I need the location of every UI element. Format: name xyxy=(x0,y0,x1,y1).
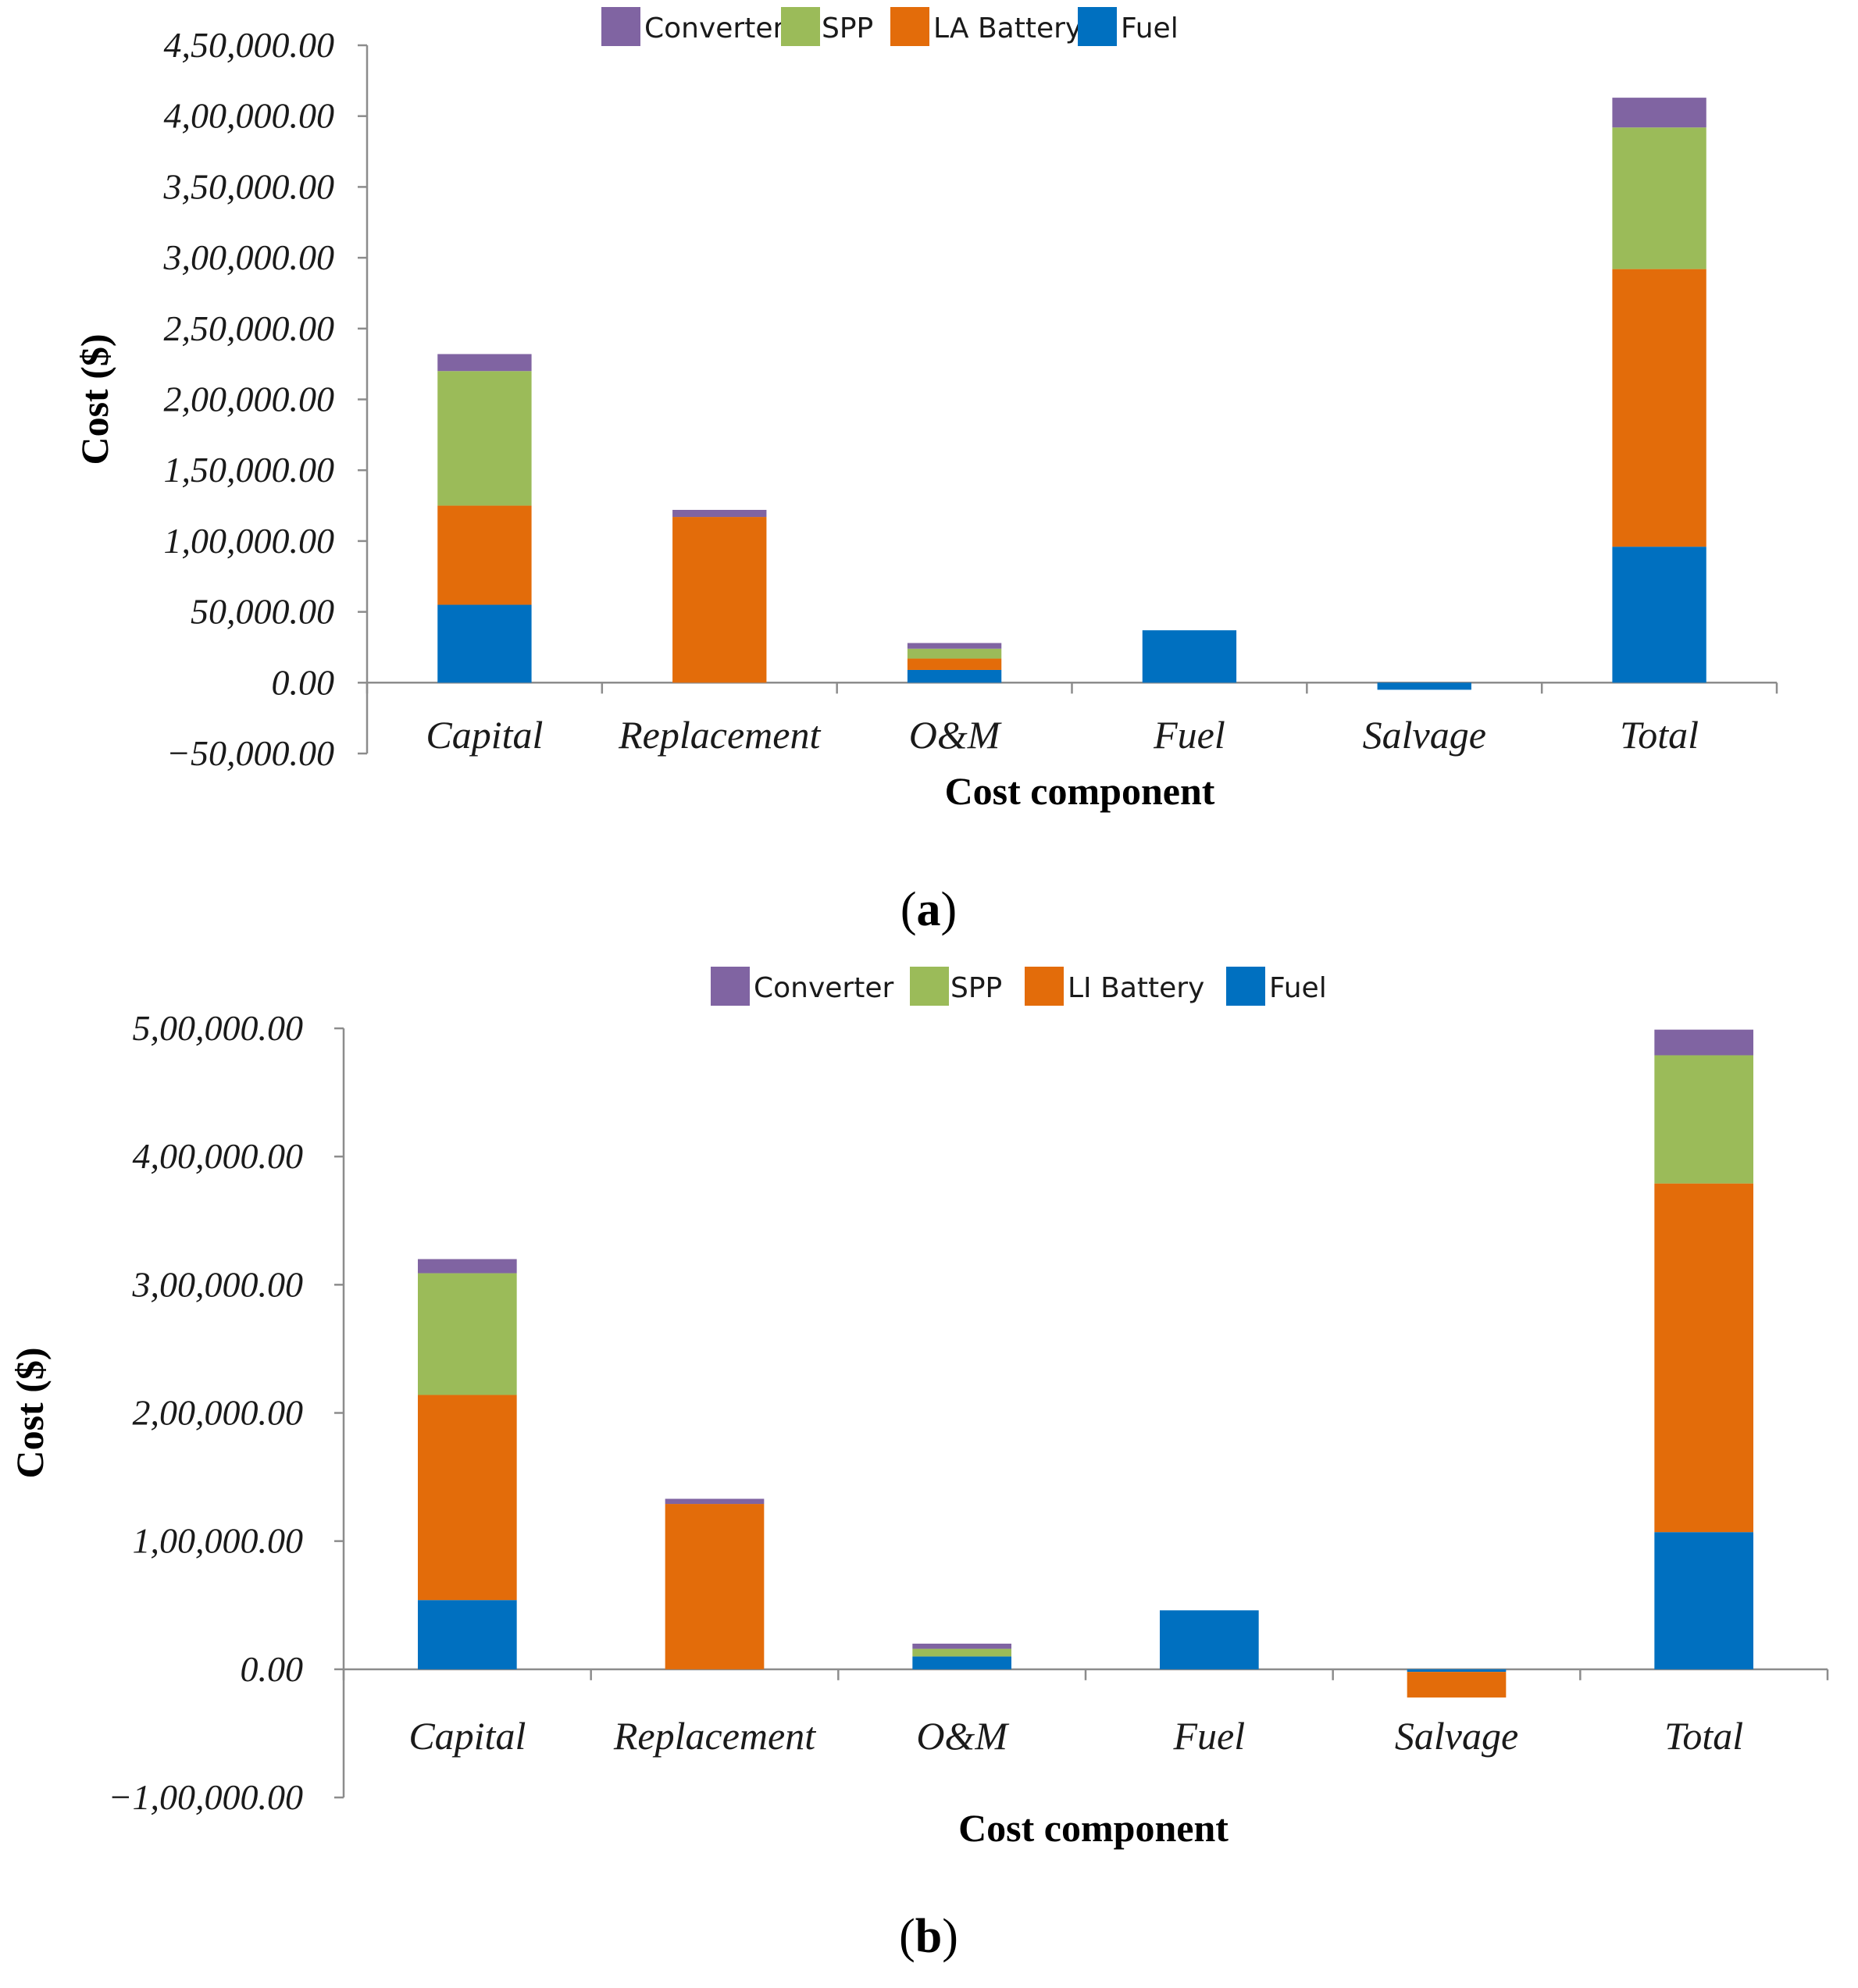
bar-fuel-total xyxy=(1612,547,1706,683)
y-tick-label: 4,00,000.00 xyxy=(133,1136,304,1176)
chart-panel-a: −50,000.00 0.00 50,000.00 1,00,000.00 1,50,0… xyxy=(73,7,1778,936)
y-tick-label: 1,00,000.00 xyxy=(164,521,335,561)
x-category-label: Fuel xyxy=(1153,713,1225,757)
bar-converter-replacement xyxy=(665,1498,765,1505)
panel-label: (b) xyxy=(899,1910,958,1963)
y-tick-label: 0.00 xyxy=(272,662,335,702)
bar-converter-oandm xyxy=(907,643,1002,649)
bar-converter-capital xyxy=(437,354,532,372)
y-tick-label: −1,00,000.00 xyxy=(108,1777,303,1817)
x-category-label: Salvage xyxy=(1395,1714,1518,1758)
bar-converter-total xyxy=(1612,98,1706,128)
y-axis-title: Cost ($) xyxy=(8,1347,52,1478)
bar-fuel-total xyxy=(1654,1532,1753,1669)
bar-spp-total xyxy=(1654,1055,1753,1184)
bar-li-battery-salvage xyxy=(1407,1672,1507,1698)
bar-converter-capital xyxy=(418,1259,517,1274)
y-tick-label: 2,50,000.00 xyxy=(164,308,335,348)
legend-swatch-la-battery xyxy=(890,7,929,46)
legend-swatch-fuel xyxy=(1226,967,1265,1006)
bar-la-battery-total xyxy=(1612,269,1706,547)
bar-converter-total xyxy=(1654,1029,1753,1056)
legend-swatch-li-battery xyxy=(1025,967,1064,1006)
y-tick-label: 2,00,000.00 xyxy=(133,1393,304,1433)
bar-converter-replacement xyxy=(672,509,767,518)
legend-label-spp: SPP xyxy=(950,972,1002,1004)
legend-label-fuel: Fuel xyxy=(1121,12,1179,45)
x-category-label: Total xyxy=(1664,1714,1743,1758)
legend-label-la-battery: LA Battery xyxy=(933,12,1082,45)
y-tick-label: 1,50,000.00 xyxy=(164,450,335,490)
chart-panel-b: −1,00,000.00 0.00 1,00,000.00 2,00,000.00 3,… xyxy=(8,967,1829,1963)
bar-fuel-capital xyxy=(418,1600,517,1669)
y-tick-label: 4,00,000.00 xyxy=(164,96,335,136)
y-tick-label: 0.00 xyxy=(241,1649,304,1689)
x-category-label: Fuel xyxy=(1173,1714,1246,1758)
bar-li-battery-total xyxy=(1654,1183,1753,1533)
panel-label: (a) xyxy=(900,883,957,936)
bar-la-battery-replacement xyxy=(672,517,767,683)
x-axis-title: Cost component xyxy=(945,769,1215,813)
bar-spp-capital xyxy=(437,371,532,506)
bar-la-battery-capital xyxy=(437,505,532,605)
legend-label-spp: SPP xyxy=(822,12,873,45)
bar-li-battery-replacement xyxy=(665,1504,765,1669)
legend-label-converter: Converter xyxy=(644,12,784,45)
bar-spp-total xyxy=(1612,127,1706,269)
bar-la-battery-oandm xyxy=(907,658,1002,670)
y-tick-label: 3,00,000.00 xyxy=(163,237,335,277)
y-tick-label: 4,50,000.00 xyxy=(164,25,335,65)
legend-swatch-converter xyxy=(711,967,750,1006)
y-tick-label: 3,50,000.00 xyxy=(163,166,335,206)
x-category-label: Capital xyxy=(426,713,543,757)
legend-label-li-battery: LI Battery xyxy=(1068,972,1204,1004)
y-tick-label: −50,000.00 xyxy=(166,733,334,773)
legend-swatch-fuel xyxy=(1078,7,1117,46)
bar-fuel-fuel xyxy=(1142,630,1237,683)
bar-converter-oandm xyxy=(912,1644,1011,1649)
legend-label-converter: Converter xyxy=(754,972,893,1004)
y-axis-title: Cost ($) xyxy=(73,333,116,465)
bar-spp-oandm xyxy=(907,648,1002,659)
bar-fuel-salvage xyxy=(1377,682,1471,690)
x-category-label: O&M xyxy=(916,1714,1009,1758)
legend-swatch-spp xyxy=(781,7,820,46)
bar-fuel-capital xyxy=(437,604,532,683)
x-category-label: O&M xyxy=(909,713,1002,757)
bar-fuel-salvage xyxy=(1407,1669,1507,1673)
y-tick-label: 2,00,000.00 xyxy=(164,379,335,419)
bar-fuel-fuel xyxy=(1160,1610,1259,1669)
y-tick-label: 3,00,000.00 xyxy=(132,1264,304,1304)
bar-spp-oandm xyxy=(912,1648,1011,1657)
x-category-label: Capital xyxy=(408,1714,526,1758)
x-axis-title: Cost component xyxy=(958,1806,1229,1850)
x-category-label: Replacement xyxy=(618,713,821,757)
y-tick-label: 1,00,000.00 xyxy=(133,1521,304,1561)
legend-swatch-converter xyxy=(601,7,640,46)
legend-label-fuel: Fuel xyxy=(1269,972,1327,1004)
bar-li-battery-capital xyxy=(418,1395,517,1601)
bar-fuel-oandm xyxy=(912,1656,1011,1669)
x-category-label: Salvage xyxy=(1363,713,1486,757)
bar-spp-capital xyxy=(418,1273,517,1395)
bar-fuel-oandm xyxy=(907,669,1002,683)
y-tick-label: 5,00,000.00 xyxy=(133,1008,304,1048)
legend-swatch-spp xyxy=(910,967,949,1006)
x-category-label: Total xyxy=(1620,713,1699,757)
x-category-label: Replacement xyxy=(613,1714,816,1758)
y-tick-label: 50,000.00 xyxy=(191,592,334,632)
